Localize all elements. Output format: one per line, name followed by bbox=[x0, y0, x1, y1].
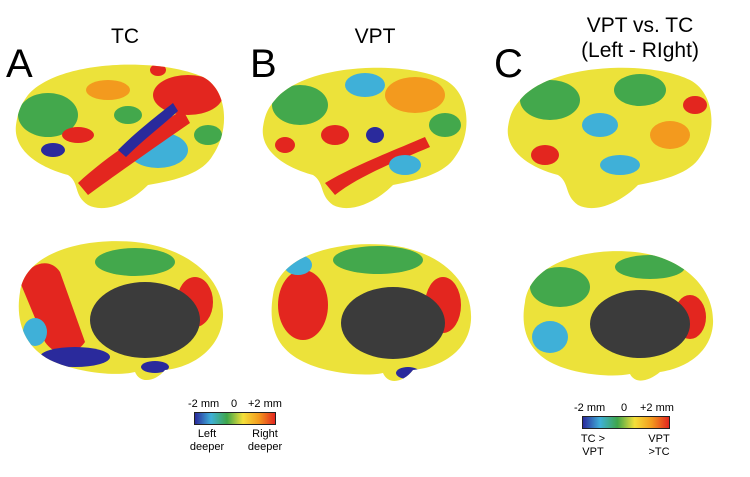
colorbar-right-high-caption: VPT >TC bbox=[634, 433, 684, 459]
colorbar-right-low-caption: TC > VPT bbox=[568, 433, 618, 459]
colorbar-right-min-label: -2 mm bbox=[574, 402, 606, 414]
colorbar-right-high-caption-line-1: VPT bbox=[648, 433, 670, 445]
colorbar-left-high-caption: Right deeper bbox=[240, 428, 290, 454]
brain-lateral-b bbox=[262, 67, 467, 209]
colorbar-left-max-label: +2 mm bbox=[248, 398, 282, 410]
colorbar-left-high-caption-line-2: deeper bbox=[247, 441, 283, 453]
colorbar-left-low-caption-line-2: deeper bbox=[189, 441, 225, 453]
panel-title-c-line-1: VPT vs. TC bbox=[586, 14, 694, 37]
colorbar-right-low-caption-line-2: VPT bbox=[582, 446, 604, 458]
panel-title-c-line-2: (Left - RIght) bbox=[581, 39, 699, 62]
colorbar-right-max-label: +2 mm bbox=[640, 402, 674, 414]
panel-title-b-line-1: VPT bbox=[354, 25, 396, 48]
panel-title-a: TC bbox=[90, 24, 160, 49]
colorbar-right: -2 mm 0 +2 mm TC > VPT VPT >TC bbox=[560, 402, 690, 464]
colorbar-left-min-label: -2 mm bbox=[188, 398, 220, 410]
brain-medial-b bbox=[271, 244, 472, 381]
brain-lateral-c bbox=[507, 67, 712, 209]
panel-title-b: VPT bbox=[340, 24, 410, 49]
brain-medial-a bbox=[18, 241, 224, 381]
brain-medial-c bbox=[523, 251, 714, 381]
colorbar-left-low-caption: Left deeper bbox=[182, 428, 232, 454]
colorbar-left-low-caption-line-1: Left bbox=[197, 428, 217, 440]
panel-title-c: VPT vs. TC (Left - RIght) bbox=[560, 13, 720, 63]
colorbar-right-high-caption-line-2: >TC bbox=[648, 446, 670, 458]
colorbar-left-mid-label: 0 bbox=[231, 398, 238, 410]
panel-title-a-line-1: TC bbox=[111, 25, 139, 48]
colorbar-left: -2 mm 0 +2 mm Left deeper Right deeper bbox=[180, 398, 290, 458]
brain-lateral-a bbox=[15, 64, 225, 209]
panel-letter-b: B bbox=[250, 42, 277, 86]
panel-letter-a: A bbox=[6, 42, 33, 86]
panel-letter-c: C bbox=[494, 42, 523, 86]
colorbar-left-gradient bbox=[194, 412, 276, 425]
colorbar-right-mid-label: 0 bbox=[621, 402, 628, 414]
colorbar-right-low-caption-line-1: TC > bbox=[580, 433, 606, 445]
colorbar-left-high-caption-line-1: Right bbox=[252, 428, 278, 440]
colorbar-right-gradient bbox=[582, 416, 670, 429]
